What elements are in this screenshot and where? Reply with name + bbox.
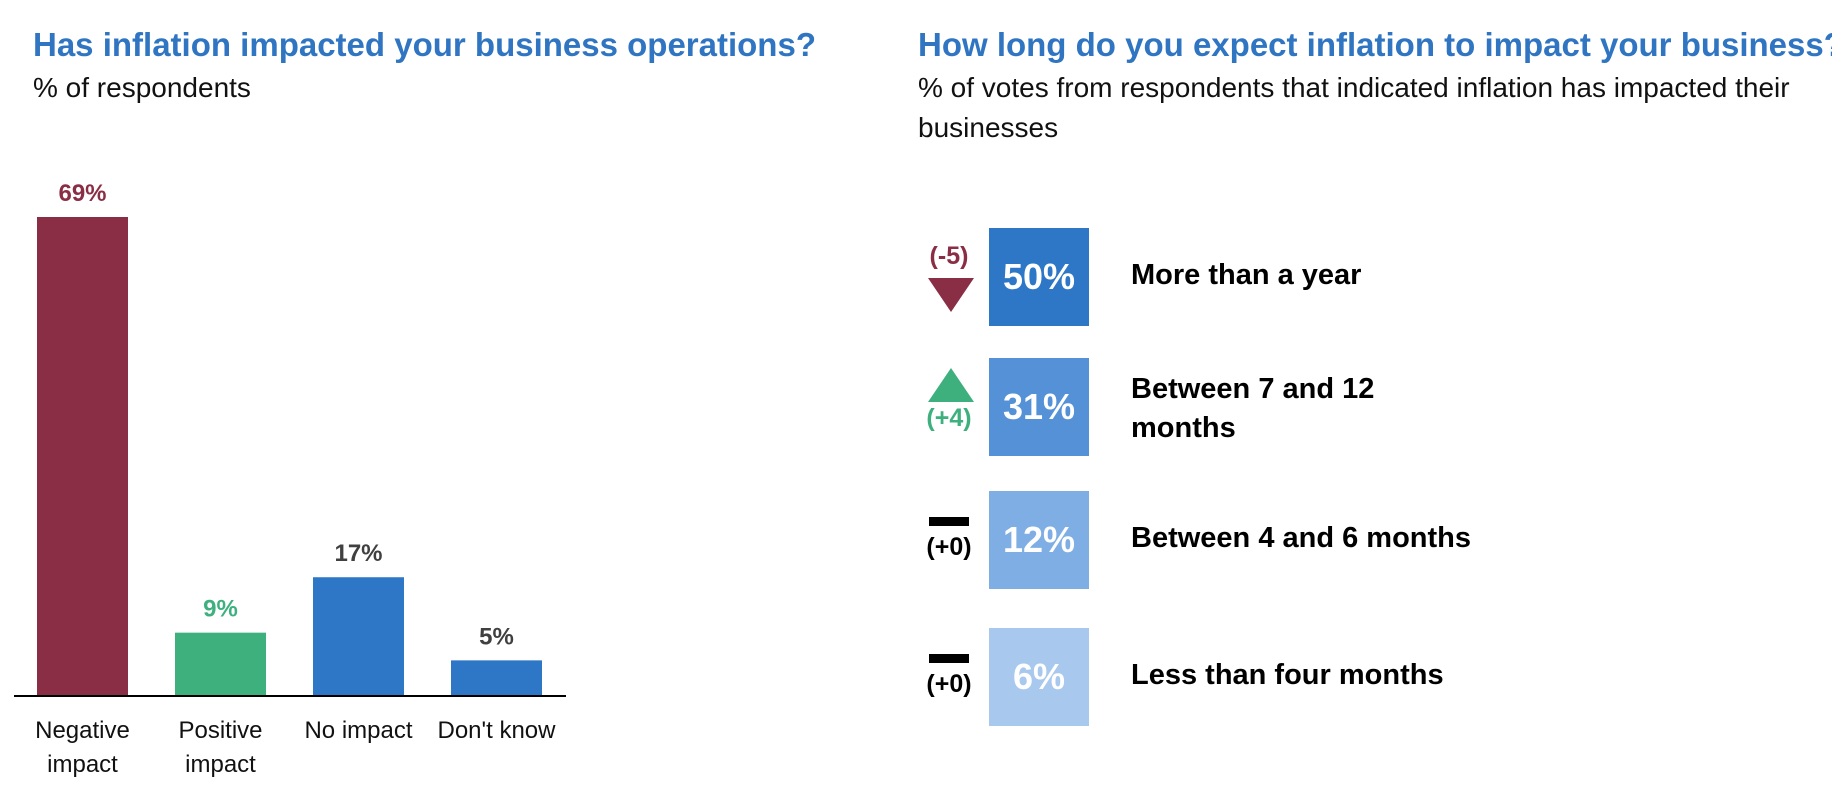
change-indicator: (+0) — [918, 628, 978, 728]
change-indicator: (+0) — [918, 491, 978, 591]
duration-label: Between 7 and 12 months — [1131, 373, 1375, 444]
duration-row: (-5) 50% More than a year — [918, 228, 1818, 328]
bar — [451, 660, 542, 695]
impact-bar-chart: 69% Negative impact 9% Positive impact 17% No i… — [14, 180, 566, 778]
change-label: (-5) — [929, 242, 969, 270]
change-label: (+0) — [926, 670, 972, 698]
change-indicator: (+4) — [918, 358, 978, 458]
right-chart-subtitle: % of votes from respondents that indicat… — [918, 72, 1790, 143]
duration-row: (+4) 31% Between 7 and 12 months — [918, 358, 1818, 458]
bar — [175, 632, 266, 695]
data-label: 5% — [479, 623, 514, 650]
duration-label: Between 4 and 6 months — [1131, 522, 1472, 554]
change-indicator: (-5) — [918, 228, 978, 328]
category-label: Don't know — [438, 717, 557, 744]
duration-row: (+0) 6% Less than four months — [918, 628, 1818, 728]
duration-label: Less than four months — [1131, 659, 1444, 691]
duration-row: (+0) 12% Between 4 and 6 months — [918, 491, 1818, 591]
category-label: Negative impact — [35, 717, 130, 778]
percent-box: 31% — [989, 358, 1089, 456]
left-chart-subtitle: % of respondents — [33, 72, 251, 103]
change-label: (+4) — [926, 404, 972, 432]
left-chart-title: Has inflation impacted your business ope… — [33, 26, 816, 63]
duration-label: More than a year — [1131, 259, 1362, 291]
no-change-icon — [929, 654, 969, 663]
change-label: (+0) — [926, 533, 972, 561]
no-change-icon — [929, 517, 969, 526]
category-label: Positive impact — [178, 717, 262, 778]
category-label: No impact — [304, 717, 412, 744]
percent-box: 50% — [989, 228, 1089, 326]
percent-box: 12% — [989, 491, 1089, 589]
right-chart-title: How long do you expect inflation to impa… — [918, 26, 1832, 63]
data-label: 17% — [334, 540, 382, 567]
data-label: 69% — [58, 180, 106, 207]
data-label: 9% — [203, 596, 238, 623]
bar — [37, 217, 128, 695]
up-arrow-icon — [928, 368, 974, 402]
percent-box: 6% — [989, 628, 1089, 726]
down-arrow-icon — [928, 278, 974, 312]
bar — [313, 577, 404, 695]
